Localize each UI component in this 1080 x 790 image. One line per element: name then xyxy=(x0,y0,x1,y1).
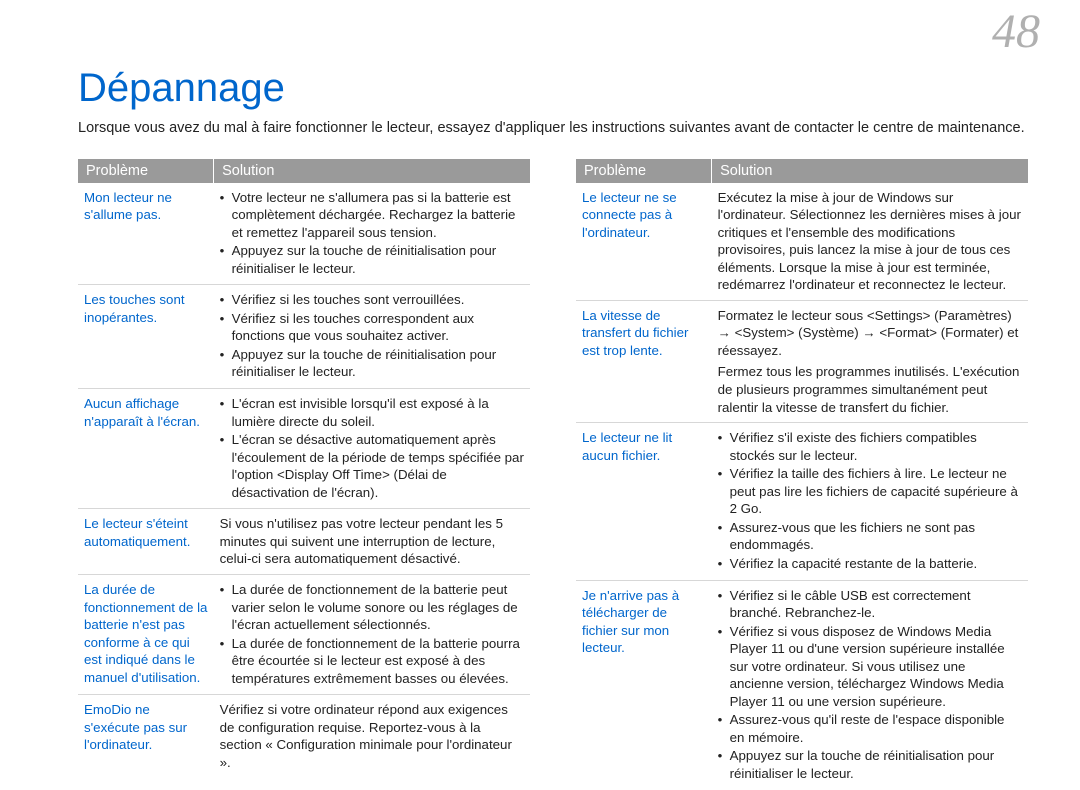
solution-text: Fermez tous les programmes inutilisés. L… xyxy=(718,363,1022,416)
th-problem: Problème xyxy=(78,159,214,183)
solution-item: Appuyez sur la touche de réinitialisatio… xyxy=(718,747,1022,782)
solution-list: L'écran est invisible lorsqu'il est expo… xyxy=(220,395,524,501)
solution-item: La durée de fonctionnement de la batteri… xyxy=(220,581,524,634)
table-row: La durée de fonctionnement de la batteri… xyxy=(78,574,530,694)
th-problem: Problème xyxy=(576,159,712,183)
solution-cell: Vérifiez s'il existe des fichiers compat… xyxy=(712,423,1028,580)
troubleshoot-table-right: Problème Solution Le lecteur ne se conne… xyxy=(576,159,1028,790)
solution-text: Formatez le lecteur sous <Settings> (Par… xyxy=(718,307,1022,360)
solution-text: Vérifiez si votre ordinateur répond aux … xyxy=(220,701,524,771)
solution-list: Vérifiez s'il existe des fichiers compat… xyxy=(718,429,1022,572)
table-row: Le lecteur ne se connecte pas à l'ordina… xyxy=(576,183,1028,301)
solution-item: Vérifiez la capacité restante de la batt… xyxy=(718,555,1022,573)
table-row: Aucun affichage n'apparaît à l'écran.L'é… xyxy=(78,389,530,509)
problem-cell: Le lecteur ne se connecte pas à l'ordina… xyxy=(576,183,712,301)
solution-item: Assurez-vous qu'il reste de l'espace dis… xyxy=(718,711,1022,746)
solution-cell: L'écran est invisible lorsqu'il est expo… xyxy=(214,389,530,509)
problem-cell: Aucun affichage n'apparaît à l'écran. xyxy=(78,389,214,509)
two-column-layout: Problème Solution Mon lecteur ne s'allum… xyxy=(78,159,1028,790)
th-solution: Solution xyxy=(214,159,530,183)
table-row: La vitesse de transfert du fichier est t… xyxy=(576,300,1028,422)
solution-cell: Votre lecteur ne s'allumera pas si la ba… xyxy=(214,183,530,285)
solution-item: Vérifiez la taille des fichiers à lire. … xyxy=(718,465,1022,518)
table-row: Je n'arrive pas à télécharger de fichier… xyxy=(576,580,1028,790)
solution-item: La durée de fonctionnement de la batteri… xyxy=(220,635,524,688)
page-number: 48 xyxy=(992,4,1040,59)
problem-cell: La durée de fonctionnement de la batteri… xyxy=(78,574,214,694)
solution-item: Votre lecteur ne s'allumera pas si la ba… xyxy=(220,189,524,242)
solution-item: Assurez-vous que les fichiers ne sont pa… xyxy=(718,519,1022,554)
solution-item: Vérifiez si vous disposez de Windows Med… xyxy=(718,623,1022,711)
solution-cell: Vérifiez si le câble USB est correctemen… xyxy=(712,580,1028,790)
solution-list: Vérifiez si les touches sont verrouillée… xyxy=(220,291,524,381)
solution-item: L'écran se désactive automatiquement apr… xyxy=(220,431,524,501)
table-row: EmoDio ne s'exécute pas sur l'ordinateur… xyxy=(78,695,530,778)
solution-list: La durée de fonctionnement de la batteri… xyxy=(220,581,524,687)
solution-list: Votre lecteur ne s'allumera pas si la ba… xyxy=(220,189,524,278)
solution-list: Vérifiez si le câble USB est correctemen… xyxy=(718,587,1022,783)
table-row: Les touches sont inopérantes.Vérifiez si… xyxy=(78,285,530,389)
troubleshoot-table-left: Problème Solution Mon lecteur ne s'allum… xyxy=(78,159,530,778)
table-row: Le lecteur s'éteint automatiquement.Si v… xyxy=(78,509,530,575)
problem-cell: La vitesse de transfert du fichier est t… xyxy=(576,300,712,422)
problem-cell: Le lecteur ne lit aucun fichier. xyxy=(576,423,712,580)
solution-text: Exécutez la mise à jour de Windows sur l… xyxy=(718,189,1022,294)
solution-item: L'écran est invisible lorsqu'il est expo… xyxy=(220,395,524,430)
page-title: Dépannage xyxy=(78,66,1028,111)
solution-item: Vérifiez si les touches sont verrouillée… xyxy=(220,291,524,309)
problem-cell: Le lecteur s'éteint automatiquement. xyxy=(78,509,214,575)
table-row: Mon lecteur ne s'allume pas.Votre lecteu… xyxy=(78,183,530,285)
solution-cell: Formatez le lecteur sous <Settings> (Par… xyxy=(712,300,1028,422)
solution-item: Appuyez sur la touche de réinitialisatio… xyxy=(220,346,524,381)
solution-item: Vérifiez si le câble USB est correctemen… xyxy=(718,587,1022,622)
intro-text: Lorsque vous avez du mal à faire fonctio… xyxy=(78,119,1028,139)
problem-cell: Les touches sont inopérantes. xyxy=(78,285,214,389)
solution-item: Vérifiez s'il existe des fichiers compat… xyxy=(718,429,1022,464)
table-row: Le lecteur ne lit aucun fichier.Vérifiez… xyxy=(576,423,1028,580)
solution-item: Vérifiez si les touches correspondent au… xyxy=(220,310,524,345)
solution-cell: La durée de fonctionnement de la batteri… xyxy=(214,574,530,694)
problem-cell: Je n'arrive pas à télécharger de fichier… xyxy=(576,580,712,790)
solution-cell: Exécutez la mise à jour de Windows sur l… xyxy=(712,183,1028,301)
solution-cell: Vérifiez si votre ordinateur répond aux … xyxy=(214,695,530,778)
solution-cell: Si vous n'utilisez pas votre lecteur pen… xyxy=(214,509,530,575)
th-solution: Solution xyxy=(712,159,1028,183)
problem-cell: EmoDio ne s'exécute pas sur l'ordinateur… xyxy=(78,695,214,778)
solution-text: Si vous n'utilisez pas votre lecteur pen… xyxy=(220,515,524,568)
left-column: Problème Solution Mon lecteur ne s'allum… xyxy=(78,159,530,790)
page-container: 48 Dépannage Lorsque vous avez du mal à … xyxy=(0,0,1080,762)
right-column: Problème Solution Le lecteur ne se conne… xyxy=(576,159,1028,790)
problem-cell: Mon lecteur ne s'allume pas. xyxy=(78,183,214,285)
solution-item: Appuyez sur la touche de réinitialisatio… xyxy=(220,242,524,277)
solution-cell: Vérifiez si les touches sont verrouillée… xyxy=(214,285,530,389)
